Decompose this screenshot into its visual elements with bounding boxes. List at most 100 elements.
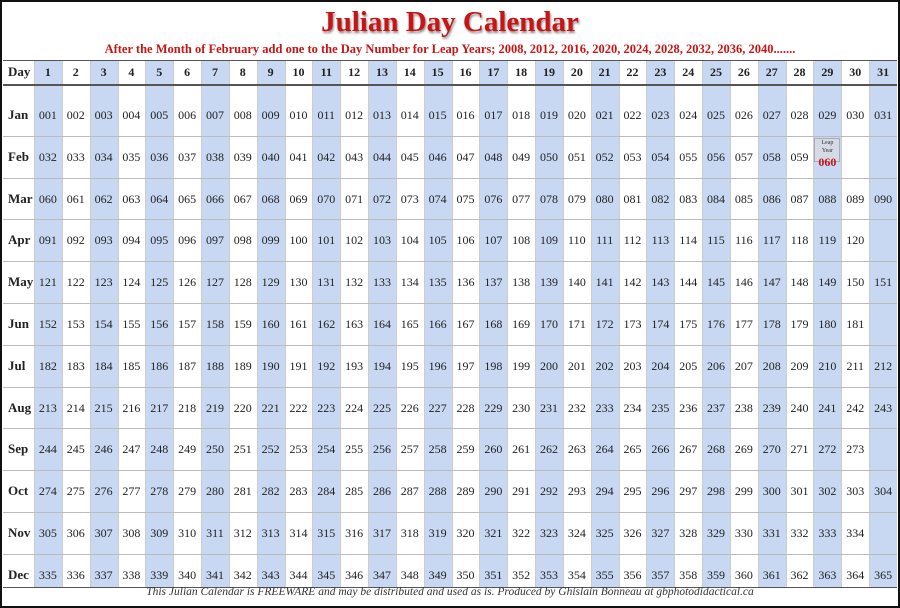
julian-day: 184: [94, 358, 113, 373]
julian-day: 139: [540, 275, 558, 290]
julian-day: 064: [150, 191, 169, 206]
julian-day: 135: [428, 275, 447, 290]
julian-day: 091: [38, 233, 57, 248]
julian-day: 285: [345, 484, 364, 499]
julian-day: 302: [818, 484, 837, 499]
julian-day: 042: [317, 149, 336, 164]
julian-day: 038: [205, 149, 224, 164]
row-line: [3, 512, 897, 513]
julian-day: 136: [456, 275, 475, 290]
julian-day: 182: [38, 358, 57, 373]
julian-day: 193: [345, 358, 364, 373]
julian-day: 356: [623, 567, 642, 582]
julian-day: 253: [289, 442, 308, 457]
column-stripe: [201, 60, 229, 587]
column-line: [117, 60, 119, 587]
julian-day: 283: [289, 484, 308, 499]
julian-day: 231: [540, 400, 558, 415]
julian-day: 204: [651, 358, 670, 373]
column-header: 8: [239, 65, 246, 79]
julian-day: 304: [874, 484, 893, 499]
julian-day: 162: [317, 317, 336, 331]
julian-day: 094: [122, 233, 141, 248]
julian-day: 142: [623, 275, 642, 290]
julian-day: 003: [94, 108, 113, 122]
julian-day: 159: [233, 317, 252, 331]
julian-day: 309: [150, 526, 169, 540]
julian-day: 281: [233, 484, 252, 499]
column-line: [34, 60, 35, 587]
column-line: [201, 60, 203, 587]
column-line: [646, 60, 648, 587]
julian-day: 235: [651, 400, 670, 415]
column-line: [423, 60, 425, 587]
julian-day: 266: [651, 442, 670, 457]
julian-day: 273: [846, 442, 865, 457]
julian-day: 148: [790, 275, 809, 290]
julian-day: 084: [707, 191, 726, 206]
julian-day: 072: [372, 191, 391, 206]
leap-year-cell: Leap Year 060: [814, 137, 841, 169]
julian-day: 040: [261, 149, 280, 164]
julian-day: 255: [345, 442, 364, 457]
julian-day: 059: [790, 149, 809, 164]
julian-day: 147: [762, 275, 781, 290]
julian-day: 338: [122, 567, 141, 582]
column-header: 22: [626, 65, 639, 79]
julian-day: 352: [512, 567, 531, 582]
julian-day: 160: [261, 317, 280, 331]
column-header: 19: [543, 65, 555, 79]
julian-day: 011: [317, 108, 336, 122]
column-stripe: [479, 60, 508, 587]
julian-day: 157: [178, 317, 197, 331]
julian-day: 350: [456, 567, 475, 582]
julian-day: 049: [512, 149, 531, 164]
julian-day: 210: [818, 358, 837, 373]
julian-day: 044: [372, 149, 391, 164]
julian-day: 327: [651, 526, 670, 540]
julian-day: 140: [567, 275, 586, 290]
julian-day: 209: [790, 358, 809, 373]
julian-day: 316: [345, 526, 364, 540]
julian-day: 305: [38, 526, 57, 540]
column-header: 21: [598, 65, 611, 79]
header-line: [3, 60, 897, 61]
julian-day: 274: [38, 484, 57, 499]
julian-day: 008: [233, 108, 252, 122]
julian-day: 062: [94, 191, 113, 206]
julian-day: 010: [289, 108, 308, 122]
julian-day: 007: [205, 108, 224, 122]
column-header: Day: [8, 64, 31, 79]
julian-day: 183: [66, 358, 85, 373]
julian-day: 361: [762, 567, 781, 582]
column-stripe: [702, 60, 730, 587]
julian-day: 017: [484, 108, 503, 122]
julian-day: 066: [205, 191, 224, 206]
julian-day: 114: [679, 233, 697, 248]
julian-day: 321: [484, 526, 503, 540]
julian-day: 278: [150, 484, 169, 499]
column-header: 2: [72, 65, 79, 79]
julian-day: 277: [122, 484, 141, 499]
column-header: 31: [877, 65, 890, 79]
julian-day: 303: [846, 484, 865, 499]
julian-day: 034: [94, 149, 113, 164]
julian-day: 144: [679, 275, 698, 290]
column-line: [841, 60, 843, 587]
julian-day: 189: [233, 358, 252, 373]
julian-day: 067: [233, 191, 252, 206]
julian-day: 101: [317, 233, 336, 248]
julian-day: 341: [205, 567, 224, 582]
julian-day: 099: [261, 233, 280, 248]
column-header: 6: [184, 65, 191, 79]
column-line: [368, 60, 370, 587]
julian-day: 208: [762, 358, 781, 373]
julian-day: 173: [623, 317, 642, 331]
julian-day: 363: [818, 567, 837, 582]
julian-day: 060: [38, 191, 57, 206]
column-line: [340, 60, 342, 587]
julian-day: 100: [289, 233, 308, 248]
julian-day: 307: [94, 526, 113, 540]
julian-day: 116: [735, 233, 753, 248]
column-stripe: [89, 60, 118, 587]
